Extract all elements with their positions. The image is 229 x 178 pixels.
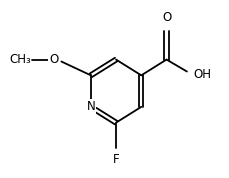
Text: O: O [49, 53, 58, 66]
Text: OH: OH [193, 68, 210, 81]
Text: N: N [86, 100, 95, 113]
Text: F: F [112, 153, 119, 166]
Text: CH₃: CH₃ [10, 53, 31, 66]
Text: O: O [161, 11, 170, 24]
